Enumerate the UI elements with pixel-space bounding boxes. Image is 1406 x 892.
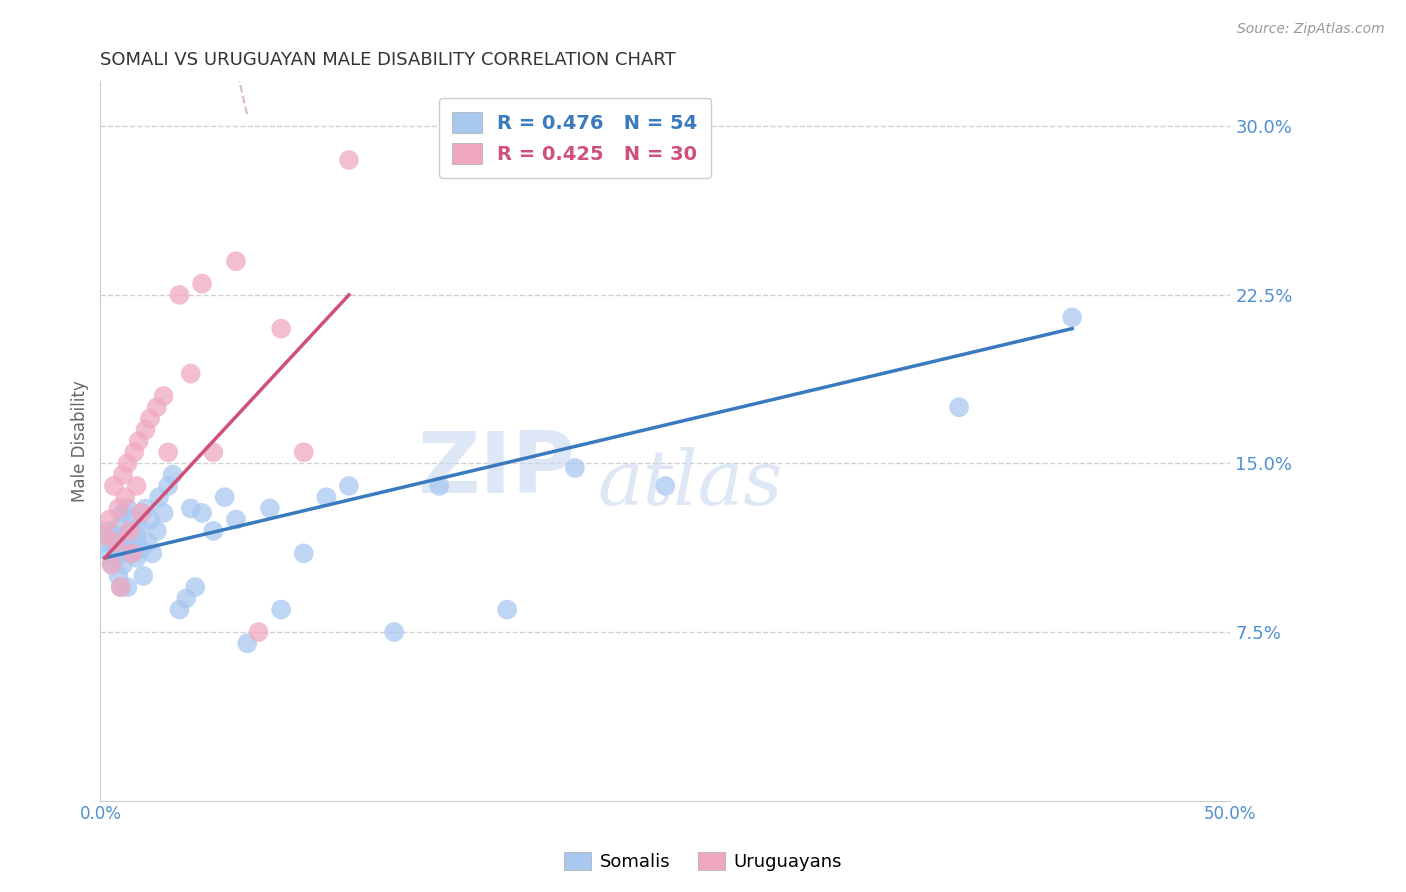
Point <box>117 501 139 516</box>
Point <box>114 490 136 504</box>
Point <box>118 546 141 560</box>
Point <box>105 541 128 556</box>
Point <box>496 602 519 616</box>
Point <box>225 513 247 527</box>
Point <box>654 479 676 493</box>
Point <box>128 434 150 448</box>
Legend: R = 0.476   N = 54, R = 0.425   N = 30: R = 0.476 N = 54, R = 0.425 N = 30 <box>439 98 711 178</box>
Point <box>118 524 141 538</box>
Point <box>107 569 129 583</box>
Text: atlas: atlas <box>598 447 783 521</box>
Point <box>152 506 174 520</box>
Text: SOMALI VS URUGUAYAN MALE DISABILITY CORRELATION CHART: SOMALI VS URUGUAYAN MALE DISABILITY CORR… <box>100 51 676 69</box>
Point <box>129 506 152 520</box>
Point <box>225 254 247 268</box>
Point <box>270 602 292 616</box>
Point <box>129 541 152 556</box>
Point <box>107 519 129 533</box>
Point <box>107 501 129 516</box>
Point <box>259 501 281 516</box>
Point <box>111 506 134 520</box>
Point <box>202 445 225 459</box>
Point <box>136 535 159 549</box>
Point <box>141 546 163 560</box>
Point <box>948 401 970 415</box>
Point <box>148 490 170 504</box>
Point <box>236 636 259 650</box>
Point <box>337 153 360 167</box>
Point <box>180 501 202 516</box>
Point <box>103 528 125 542</box>
Point <box>105 550 128 565</box>
Point <box>111 558 134 572</box>
Point <box>114 528 136 542</box>
Point <box>162 467 184 482</box>
Legend: Somalis, Uruguayans: Somalis, Uruguayans <box>557 845 849 879</box>
Point <box>292 445 315 459</box>
Point <box>117 457 139 471</box>
Point <box>98 513 121 527</box>
Point <box>214 490 236 504</box>
Point <box>111 467 134 482</box>
Point <box>191 506 214 520</box>
Point <box>146 524 169 538</box>
Point <box>122 445 145 459</box>
Point <box>96 524 118 538</box>
Point <box>174 591 197 606</box>
Point <box>98 546 121 560</box>
Point <box>94 535 117 549</box>
Point <box>122 513 145 527</box>
Point <box>139 411 162 425</box>
Point <box>110 580 132 594</box>
Point <box>121 546 143 560</box>
Point <box>247 625 270 640</box>
Point <box>1062 310 1084 325</box>
Point <box>157 479 180 493</box>
Text: Source: ZipAtlas.com: Source: ZipAtlas.com <box>1237 22 1385 37</box>
Point <box>382 625 405 640</box>
Point <box>110 580 132 594</box>
Point <box>117 580 139 594</box>
Point <box>315 490 337 504</box>
Y-axis label: Male Disability: Male Disability <box>72 380 89 502</box>
Point <box>270 321 292 335</box>
Point <box>157 445 180 459</box>
Point <box>135 501 157 516</box>
Point <box>202 524 225 538</box>
Point <box>125 550 148 565</box>
Point <box>292 546 315 560</box>
Point <box>184 580 207 594</box>
Point <box>191 277 214 291</box>
Point <box>337 479 360 493</box>
Point <box>152 389 174 403</box>
Point <box>564 461 586 475</box>
Point <box>128 519 150 533</box>
Point <box>146 401 169 415</box>
Point <box>100 558 122 572</box>
Point <box>135 423 157 437</box>
Point <box>180 367 202 381</box>
Point <box>121 535 143 549</box>
Point <box>169 602 191 616</box>
Point <box>105 535 128 549</box>
Point <box>94 528 117 542</box>
Text: ZIP: ZIP <box>418 428 575 511</box>
Point <box>100 558 122 572</box>
Point <box>111 535 134 549</box>
Point <box>125 528 148 542</box>
Point <box>132 569 155 583</box>
Point <box>103 479 125 493</box>
Point <box>139 513 162 527</box>
Point <box>427 479 450 493</box>
Point <box>125 479 148 493</box>
Point <box>169 288 191 302</box>
